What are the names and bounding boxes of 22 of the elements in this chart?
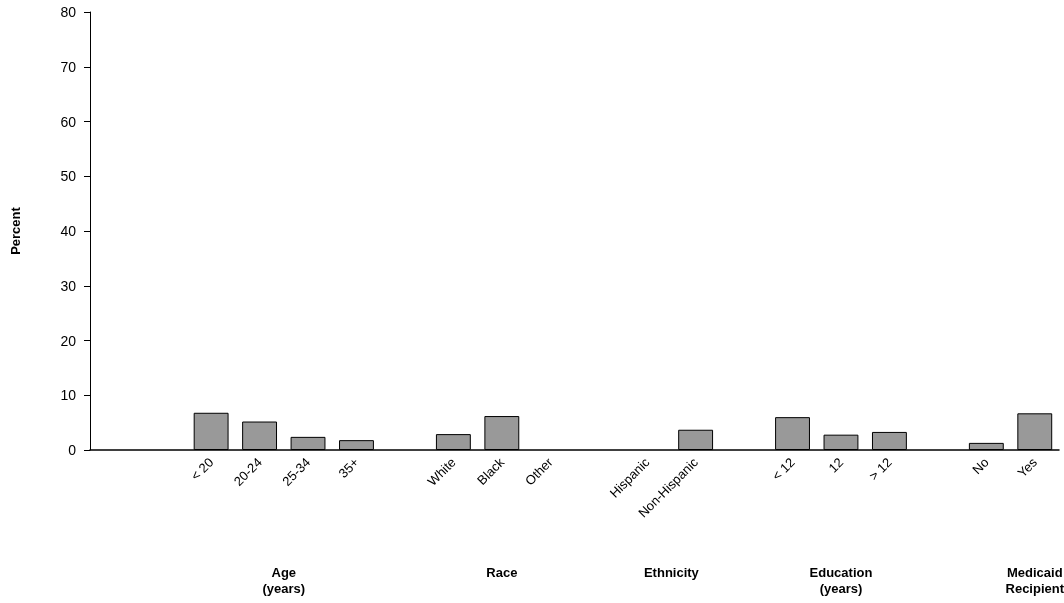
- y-tick-label: 10: [60, 387, 77, 404]
- text: Medicaid Recipient: [1005, 564, 1064, 596]
- text: Race: [486, 564, 518, 580]
- y-tick-label: 70: [60, 58, 77, 75]
- y-tick-label: 20: [60, 332, 77, 349]
- text: Age (years): [262, 564, 306, 596]
- y-tick-label: 40: [60, 223, 77, 239]
- x-tick-label: 35+: [335, 454, 362, 481]
- x-tick-label: < 12: [769, 454, 798, 484]
- text: Education (years): [809, 564, 873, 596]
- x-tick-label: 12: [825, 454, 847, 476]
- x-tick-label: Yes: [1014, 454, 1041, 481]
- x-tick-label: < 20: [187, 454, 217, 484]
- y-axis-title: Percent: [8, 206, 23, 255]
- x-tick-label: No: [969, 454, 992, 478]
- y-tick-label: 0: [68, 442, 77, 458]
- y-tick-label: 60: [60, 113, 77, 130]
- text: Ethnicity: [643, 564, 700, 580]
- y-tick-label: 80: [60, 4, 77, 20]
- y-tick-label: 50: [60, 168, 77, 185]
- x-tick-label: > 12: [865, 454, 895, 484]
- y-tick-label: 30: [60, 277, 77, 294]
